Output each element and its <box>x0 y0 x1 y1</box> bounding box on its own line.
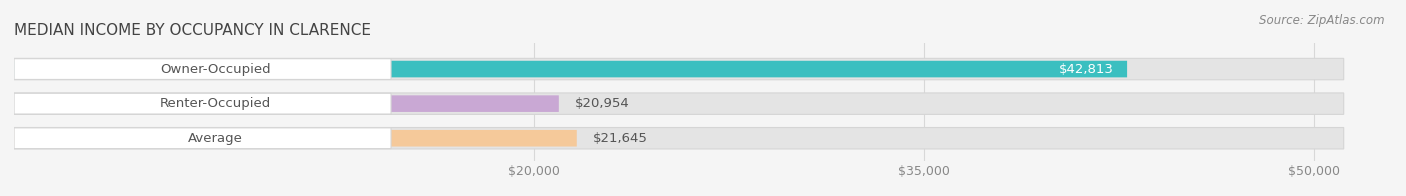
FancyBboxPatch shape <box>14 93 391 114</box>
FancyBboxPatch shape <box>14 95 558 112</box>
FancyBboxPatch shape <box>14 128 391 149</box>
FancyBboxPatch shape <box>14 58 1344 80</box>
Text: $42,813: $42,813 <box>1059 63 1114 76</box>
FancyBboxPatch shape <box>14 130 576 147</box>
Text: Source: ZipAtlas.com: Source: ZipAtlas.com <box>1260 14 1385 27</box>
FancyBboxPatch shape <box>14 61 1128 77</box>
FancyBboxPatch shape <box>14 128 1344 149</box>
FancyBboxPatch shape <box>14 59 391 79</box>
Text: MEDIAN INCOME BY OCCUPANCY IN CLARENCE: MEDIAN INCOME BY OCCUPANCY IN CLARENCE <box>14 23 371 38</box>
FancyBboxPatch shape <box>14 93 1344 114</box>
Text: $20,954: $20,954 <box>575 97 628 110</box>
Text: Average: Average <box>188 132 243 145</box>
Text: Renter-Occupied: Renter-Occupied <box>160 97 271 110</box>
Text: Owner-Occupied: Owner-Occupied <box>160 63 271 76</box>
Text: $21,645: $21,645 <box>592 132 647 145</box>
